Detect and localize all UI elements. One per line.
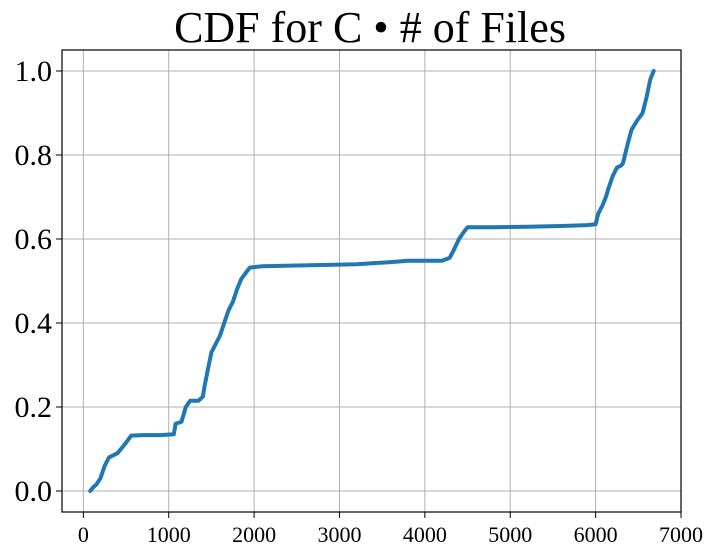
y-tick-label: 0.0 xyxy=(15,475,53,508)
x-tick-label: 3000 xyxy=(317,522,361,547)
grid-layer xyxy=(62,50,682,512)
plot-frame xyxy=(61,49,682,513)
y-tick-labels: 0.0 0.2 0.4 0.6 0.8 1.0 xyxy=(15,55,53,508)
chart-title: CDF for C • # of Files xyxy=(174,3,566,52)
x-tick-label: 0 xyxy=(78,522,89,547)
y-tick-label: 1.0 xyxy=(15,55,53,88)
y-tick-label: 0.8 xyxy=(15,139,53,172)
x-tick-label: 5000 xyxy=(488,522,532,547)
x-tick-label: 6000 xyxy=(574,522,618,547)
y-tick-label: 0.4 xyxy=(15,307,53,340)
x-tick-labels: 0 1000 2000 3000 4000 5000 6000 7000 xyxy=(78,522,703,547)
x-tick-label: 7000 xyxy=(659,522,703,547)
ticks-layer xyxy=(56,70,682,518)
x-tick-label: 1000 xyxy=(147,522,191,547)
cdf-series-line xyxy=(88,69,656,493)
x-tick-label: 2000 xyxy=(232,522,276,547)
y-tick-label: 0.6 xyxy=(15,223,53,256)
y-tick-label: 0.2 xyxy=(15,391,53,424)
x-tick-label: 4000 xyxy=(403,522,447,547)
